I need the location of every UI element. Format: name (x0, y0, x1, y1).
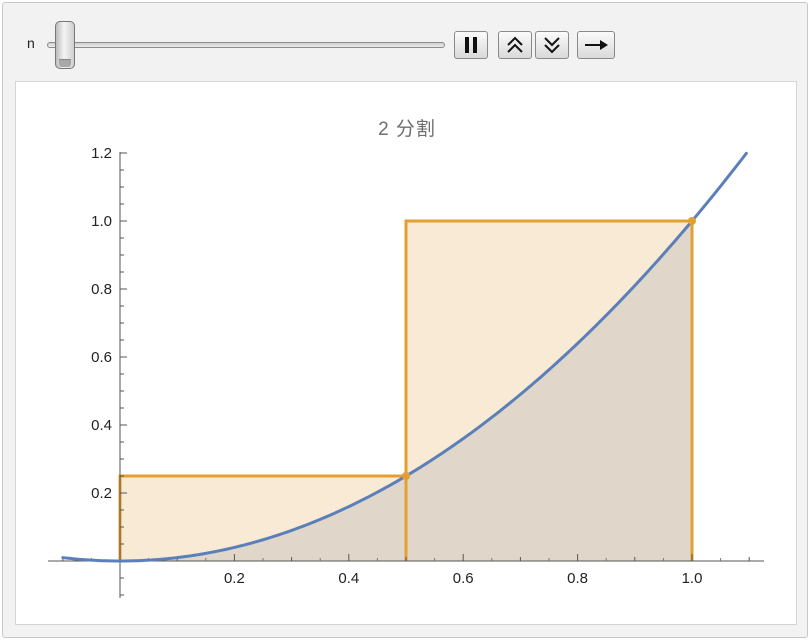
pause-icon (463, 36, 479, 54)
direction-button[interactable] (577, 31, 615, 59)
plot-area: 2 分割 0.2 0.4 0.6 0.8 1.0 0.2 0.4 0.6 0.8 1.0 1.2 (15, 81, 797, 625)
x-tick-label: 0.6 (453, 570, 474, 587)
y-tick-label: 0.2 (91, 485, 112, 502)
y-tick-label: 1.2 (91, 145, 112, 162)
riemann-sum-chart: 0.2 0.4 0.6 0.8 1.0 0.2 0.4 0.6 0.8 1.0 1.2 (48, 145, 764, 598)
plot-title: 2 分割 (378, 119, 436, 140)
y-tick-label: 1.0 (91, 213, 112, 230)
slower-button[interactable] (535, 31, 569, 59)
riemann-rect-outline-2 (404, 219, 694, 561)
y-tick-label: 0.8 (91, 281, 112, 298)
slider-thumb[interactable] (55, 21, 75, 69)
x-tick-label: 1.0 (682, 570, 703, 587)
double-chevron-up-icon (505, 35, 525, 55)
slider-grip (59, 59, 71, 67)
sample-point-2 (688, 217, 696, 225)
arrow-right-icon (583, 38, 609, 52)
slider-track[interactable] (47, 42, 445, 48)
x-tick-label: 0.8 (567, 570, 588, 587)
x-tick-label: 0.4 (338, 570, 359, 587)
faster-button[interactable] (498, 31, 532, 59)
pause-button[interactable] (454, 31, 488, 59)
y-tick-label: 0.6 (91, 349, 112, 366)
slider-label: n (27, 35, 35, 51)
area-under-curve (120, 221, 692, 561)
sample-point-1 (402, 472, 410, 480)
y-tick-label: 0.4 (91, 417, 112, 434)
x-tick-label: 0.2 (224, 570, 245, 587)
double-chevron-down-icon (542, 35, 562, 55)
control-bar: n (3, 3, 809, 75)
